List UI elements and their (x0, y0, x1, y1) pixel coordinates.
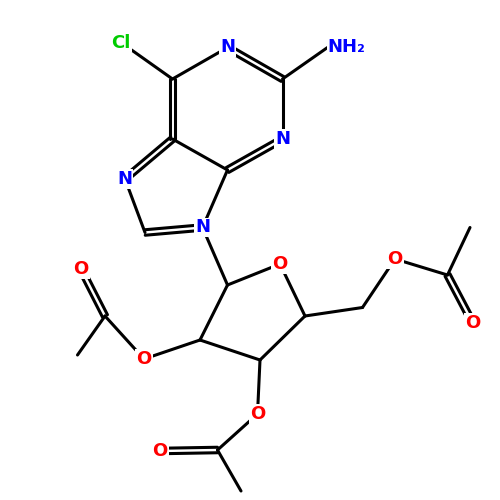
Text: N: N (220, 38, 235, 56)
Text: O: O (272, 255, 287, 273)
Text: N: N (118, 170, 132, 188)
Text: O: O (388, 250, 402, 268)
Text: NH₂: NH₂ (328, 38, 366, 56)
Text: Cl: Cl (112, 34, 130, 52)
Text: O: O (152, 442, 168, 460)
Text: O: O (250, 405, 265, 423)
Text: O: O (465, 314, 480, 332)
Text: O: O (136, 350, 152, 368)
Text: N: N (275, 130, 290, 148)
Text: N: N (195, 218, 210, 236)
Text: O: O (74, 260, 88, 278)
